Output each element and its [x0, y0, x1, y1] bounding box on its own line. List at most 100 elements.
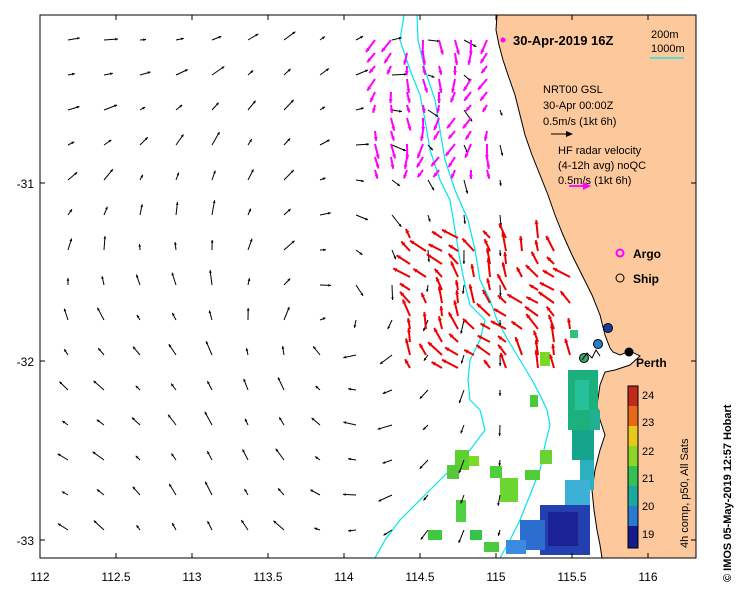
- model-vector-161-head: [315, 456, 319, 460]
- model-vector-127-head: [498, 363, 502, 366]
- radar-vector-magenta-6-head: [480, 49, 485, 54]
- radar-vector-red-94-head: [448, 253, 453, 258]
- model-vector-99-head: [426, 289, 429, 292]
- perth-marker: [624, 347, 634, 357]
- model-vector-78-head: [138, 244, 142, 247]
- model-vector-18-head: [287, 68, 291, 72]
- model-legend-scale: 0.5m/s (1kt 6h): [543, 116, 616, 128]
- model-vector-192-head: [497, 532, 501, 536]
- svg-text:113: 113: [182, 570, 201, 584]
- radar-vector-red-113-head: [486, 278, 491, 283]
- model-vector-189-head: [383, 532, 387, 536]
- model-vector-51-head: [110, 169, 113, 173]
- radar-vector-red-134-head: [546, 306, 551, 311]
- ship-marker-2: [593, 339, 603, 349]
- radar-vector-red-103-head: [470, 264, 475, 269]
- model-vector-1-head: [115, 37, 118, 41]
- radar-vector-magenta-56-head: [392, 154, 396, 159]
- model-vector-152-head: [460, 430, 463, 434]
- model-vector-71-head: [365, 217, 368, 221]
- land-western-australia: [495, 15, 696, 558]
- model-vector-72-head: [398, 223, 402, 227]
- model-vector-165-head: [458, 470, 462, 474]
- model-vector-137-head: [382, 391, 386, 394]
- model-vector-2-head: [143, 38, 146, 42]
- radar-vector-red-78-head: [442, 229, 447, 234]
- radar-legend-scale: 0.5m/s (1kt 6h): [558, 175, 631, 187]
- radar-vector-magenta-1-head: [381, 47, 386, 52]
- isobath-1000-label: 1000m: [651, 43, 685, 55]
- model-vector-179-head: [497, 503, 500, 506]
- model-vector-105-head: [172, 312, 175, 316]
- radar-vector-magenta-20-head: [481, 68, 486, 74]
- radar-vector-magenta-42-head: [391, 126, 396, 131]
- radar-vector-red-157-head: [464, 349, 469, 354]
- model-velocity-vectors: [57, 31, 504, 544]
- colorbar-tick-labels: 24 23 22 21 20 19: [642, 390, 654, 541]
- ship-legend-icon: [615, 273, 625, 283]
- model-vector-4-head: [218, 36, 222, 39]
- svg-text:115: 115: [486, 570, 505, 584]
- radar-vector-red-147-head: [434, 328, 438, 333]
- radar-vector-red-110-head: [399, 283, 405, 288]
- timestamp-marker-icon: [500, 37, 506, 43]
- model-vector-94-head: [247, 278, 251, 282]
- radar-vector-red-158-head: [476, 345, 481, 349]
- model-vector-112-head: [423, 328, 426, 332]
- radar-vector-magenta-16-head: [404, 71, 409, 75]
- radar-vector-red-135-head: [406, 318, 411, 323]
- radar-vector-magenta-73-head: [451, 173, 455, 179]
- radar-vector-magenta-9-head: [403, 60, 408, 65]
- model-vector-30-head: [290, 99, 294, 103]
- radar-vector-red-108-head: [542, 270, 548, 275]
- model-vector-182-head: [136, 525, 140, 529]
- model-vector-81-head: [249, 238, 253, 242]
- model-vector-188-head: [348, 529, 351, 532]
- radar-vector-red-91-head: [546, 235, 550, 241]
- model-vector-191-head: [458, 539, 461, 543]
- x-axis-labels: 112 112.5 113 113.5 114 114.5 115 115.5 …: [30, 570, 657, 584]
- model-vector-28-head: [215, 102, 219, 106]
- model-vector-173-head: [278, 488, 281, 492]
- model-vector-187-head: [314, 527, 318, 531]
- model-vector-121-head: [281, 346, 285, 349]
- svg-text:23: 23: [642, 417, 654, 429]
- model-vector-15-head: [184, 69, 188, 72]
- radar-vector-red-125-head: [526, 297, 531, 301]
- model-vector-55-head: [251, 169, 254, 173]
- radar-vector-red-154-head: [419, 343, 424, 349]
- radar-vector-red-109-head: [553, 268, 558, 272]
- model-vector-135-head: [315, 385, 319, 389]
- radar-vector-magenta-72-head: [433, 172, 438, 178]
- model-vector-125-head: [423, 357, 427, 361]
- radar-vector-magenta-22-head: [406, 88, 411, 93]
- model-vector-13-head: [110, 72, 113, 76]
- model-vector-120-head: [245, 348, 249, 352]
- model-vector-153-head: [498, 433, 501, 436]
- timestamp-label: 30-Apr-2019 16Z: [513, 33, 613, 48]
- model-vector-97-head: [360, 292, 364, 296]
- model-vector-12-head: [72, 72, 75, 76]
- radar-vector-red-146-head: [407, 328, 411, 333]
- model-vector-29-head: [252, 100, 256, 104]
- model-vector-190-head: [420, 536, 424, 540]
- radar-vector-red-128-head: [402, 299, 407, 304]
- radar-vector-red-168-head: [500, 352, 504, 358]
- model-vector-171-head: [205, 481, 208, 485]
- radar-vector-magenta-24-head: [438, 88, 443, 93]
- radar-vector-red-107-head: [525, 265, 530, 270]
- model-vector-37-head: [71, 141, 75, 145]
- radar-vector-magenta-21-head: [367, 86, 372, 91]
- radar-vector-red-100-head: [413, 268, 418, 273]
- radar-vector-magenta-43-head: [407, 126, 412, 131]
- radar-vector-magenta-13-head: [480, 58, 485, 64]
- radar-vector-magenta-47-head: [463, 123, 467, 129]
- radar-vector-red-97-head: [531, 251, 536, 256]
- model-vector-43-head: [287, 138, 291, 142]
- model-vector-49-head: [500, 152, 504, 156]
- model-vector-140-head: [498, 393, 502, 396]
- radar-vector-red-92-head: [396, 255, 401, 260]
- radar-vector-magenta-31-head: [437, 99, 441, 103]
- radar-vector-magenta-7-head: [367, 57, 372, 63]
- radar-vector-red-96-head: [503, 252, 508, 257]
